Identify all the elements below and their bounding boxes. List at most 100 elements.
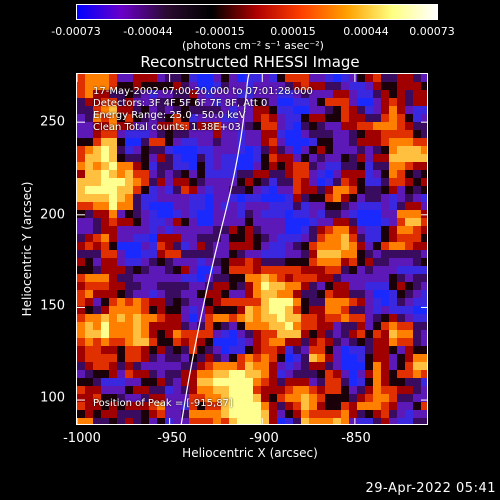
image-pixel xyxy=(341,370,350,379)
image-pixel xyxy=(277,194,286,203)
image-pixel xyxy=(205,314,214,323)
image-pixel xyxy=(325,106,334,115)
image-pixel xyxy=(125,370,134,379)
image-pixel xyxy=(277,234,286,243)
image-pixel xyxy=(341,362,350,371)
image-pixel xyxy=(173,330,182,339)
image-pixel xyxy=(357,146,366,155)
image-pixel xyxy=(349,298,358,307)
image-pixel xyxy=(333,234,342,243)
image-pixel xyxy=(157,202,166,211)
image-pixel xyxy=(261,402,270,411)
image-pixel xyxy=(341,290,350,299)
image-pixel xyxy=(349,130,358,139)
image-pixel xyxy=(293,378,302,387)
image-pixel xyxy=(253,362,262,371)
image-pixel xyxy=(173,218,182,227)
image-pixel xyxy=(365,162,374,171)
image-pixel xyxy=(165,410,174,419)
image-pixel xyxy=(373,314,382,323)
image-pixel xyxy=(309,402,318,411)
image-pixel xyxy=(421,114,427,123)
image-pixel xyxy=(141,202,150,211)
image-pixel xyxy=(205,114,214,123)
image-pixel xyxy=(229,330,238,339)
image-pixel xyxy=(157,282,166,291)
image-pixel xyxy=(101,346,110,355)
image-pixel xyxy=(325,322,334,331)
image-pixel xyxy=(101,250,110,259)
image-pixel xyxy=(277,218,286,227)
image-pixel xyxy=(141,186,150,195)
image-pixel xyxy=(373,378,382,387)
image-pixel xyxy=(413,242,422,251)
image-pixel xyxy=(93,314,102,323)
image-pixel xyxy=(141,258,150,267)
image-pixel xyxy=(205,74,214,83)
image-pixel xyxy=(333,74,342,83)
image-pixel xyxy=(277,274,286,283)
image-pixel xyxy=(285,250,294,259)
image-pixel xyxy=(85,314,94,323)
image-pixel xyxy=(261,370,270,379)
image-pixel xyxy=(389,394,398,403)
image-pixel xyxy=(181,354,190,363)
image-pixel xyxy=(117,418,126,424)
image-pixel xyxy=(421,402,427,411)
image-pixel xyxy=(333,162,342,171)
image-pixel xyxy=(325,402,334,411)
image-pixel xyxy=(309,274,318,283)
image-pixel xyxy=(357,250,366,259)
image-pixel xyxy=(277,186,286,195)
image-pixel xyxy=(261,98,270,107)
image-pixel xyxy=(253,418,262,424)
image-pixel xyxy=(309,114,318,123)
image-pixel xyxy=(333,330,342,339)
image-pixel xyxy=(133,90,142,99)
image-pixel xyxy=(213,130,222,139)
image-pixel xyxy=(293,330,302,339)
image-pixel xyxy=(133,178,142,187)
image-pixel xyxy=(221,146,230,155)
image-pixel xyxy=(237,138,246,147)
image-pixel xyxy=(125,98,134,107)
image-pixel xyxy=(269,130,278,139)
image-pixel xyxy=(189,106,198,115)
image-pixel xyxy=(165,370,174,379)
image-pixel xyxy=(261,202,270,211)
image-pixel xyxy=(365,386,374,395)
image-pixel xyxy=(149,130,158,139)
image-pixel xyxy=(125,378,134,387)
image-pixel xyxy=(117,378,126,387)
image-pixel xyxy=(213,394,222,403)
image-pixel xyxy=(101,178,110,187)
image-pixel xyxy=(213,178,222,187)
image-pixel xyxy=(421,242,427,251)
image-pixel xyxy=(405,114,414,123)
image-pixel xyxy=(205,202,214,211)
image-pixel xyxy=(253,378,262,387)
image-pixel xyxy=(333,314,342,323)
image-pixel xyxy=(413,354,422,363)
image-pixel xyxy=(309,266,318,275)
image-pixel xyxy=(237,82,246,91)
image-pixel xyxy=(381,162,390,171)
image-pixel xyxy=(277,314,286,323)
image-pixel xyxy=(301,218,310,227)
image-pixel xyxy=(277,162,286,171)
image-pixel xyxy=(173,410,182,419)
image-pixel xyxy=(421,122,427,131)
image-pixel xyxy=(373,258,382,267)
image-pixel xyxy=(157,218,166,227)
image-pixel xyxy=(77,338,86,347)
image-pixel xyxy=(221,274,230,283)
image-pixel xyxy=(165,178,174,187)
image-pixel xyxy=(109,186,118,195)
image-pixel xyxy=(149,82,158,91)
image-pixel xyxy=(237,178,246,187)
image-pixel xyxy=(373,170,382,179)
image-pixel xyxy=(237,122,246,131)
image-pixel xyxy=(173,114,182,123)
image-pixel xyxy=(205,234,214,243)
image-pixel xyxy=(165,114,174,123)
